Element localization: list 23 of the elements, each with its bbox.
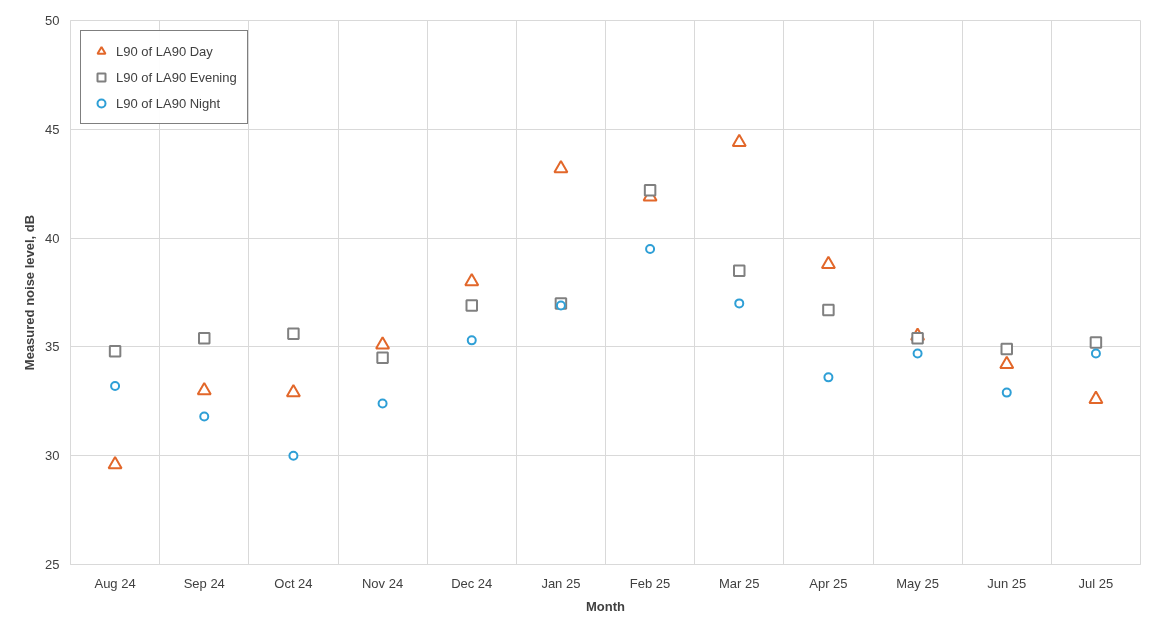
x-tick-label: Mar 25 [719, 575, 760, 591]
x-tick-label: Aug 24 [94, 575, 136, 591]
legend-label: L90 of LA90 Evening [116, 69, 237, 85]
y-tick-label: 30 [45, 448, 60, 464]
y-tick-label: 40 [45, 230, 60, 246]
legend-label: L90 of LA90 Night [116, 95, 221, 111]
x-axis-title: Month [586, 598, 626, 614]
x-tick-label: May 25 [896, 575, 939, 591]
legend-label: L90 of LA90 Day [116, 43, 213, 59]
x-tick-label: Oct 24 [274, 575, 313, 591]
x-tick-label: Jan 25 [541, 575, 581, 591]
x-tick-label: Jun 25 [987, 575, 1027, 591]
y-tick-label: 50 [45, 13, 60, 28]
x-tick-label: Nov 24 [361, 575, 404, 591]
x-tick-label: Apr 25 [809, 575, 848, 591]
x-tick-label: Feb 25 [629, 575, 671, 591]
x-tick-label: Dec 24 [451, 575, 493, 591]
y-tick-label: 25 [45, 557, 60, 572]
y-tick-label: 45 [45, 121, 60, 137]
x-tick-label: Jul 25 [1078, 575, 1114, 591]
y-tick-label: 35 [45, 339, 60, 355]
x-tick-label: Sep 24 [183, 575, 225, 591]
y-axis-title: Measured noise level, dB [22, 214, 38, 371]
